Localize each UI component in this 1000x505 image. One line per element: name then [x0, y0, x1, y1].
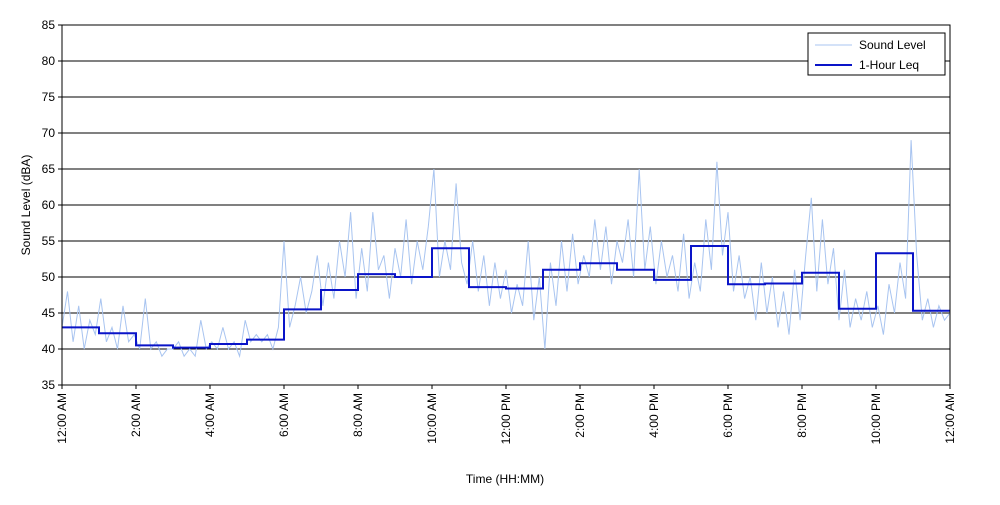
x-tick-label-0: 12:00 AM: [55, 393, 69, 444]
x-tick-label-11: 10:00 PM: [869, 393, 883, 444]
grid-lines: [62, 60, 950, 350]
x-tick-label-12: 12:00 AM: [943, 393, 957, 444]
x-tick-label-4: 8:00 AM: [351, 393, 365, 437]
y-tick-label-45: 45: [42, 306, 56, 320]
y-tick-label-50: 50: [42, 270, 56, 284]
y-tick-label-55: 55: [42, 234, 56, 248]
legend-label-1-hour-leq: 1-Hour Leq: [859, 58, 919, 72]
x-tick-label-10: 8:00 PM: [795, 393, 809, 438]
x-tick-label-8: 4:00 PM: [647, 393, 661, 438]
series-group: [61, 140, 951, 359]
x-tick-label-1: 2:00 AM: [129, 393, 143, 437]
x-tick-label-9: 6:00 PM: [721, 393, 735, 438]
x-tick-label-6: 12:00 PM: [499, 393, 513, 444]
y-tick-label-65: 65: [42, 162, 56, 176]
y-tick-label-70: 70: [42, 126, 56, 140]
x-tick-label-7: 2:00 PM: [573, 393, 587, 438]
x-tick-label-5: 10:00 AM: [425, 393, 439, 444]
y-axis-ticks: 35 40 45 50 55 60 65 70 75 80 85: [42, 18, 62, 392]
y-tick-label-60: 60: [42, 198, 56, 212]
y-tick-label-35: 35: [42, 378, 56, 392]
y-axis-label: Sound Level (dBA): [19, 155, 33, 256]
x-axis-label: Time (HH:MM): [466, 472, 544, 486]
plot-frame: [61, 24, 951, 386]
y-tick-label-85: 85: [42, 18, 56, 32]
y-tick-label-80: 80: [42, 54, 56, 68]
legend-label-sound-level: Sound Level: [859, 38, 926, 52]
y-tick-label-40: 40: [42, 342, 56, 356]
legend: Sound Level 1-Hour Leq: [807, 32, 946, 76]
x-tick-label-3: 6:00 AM: [277, 393, 291, 437]
y-tick-label-75: 75: [42, 90, 56, 104]
x-axis-ticks: 12:00 AM 2:00 AM 4:00 AM 6:00 AM 8:00 AM 10:0…: [55, 385, 957, 444]
legend-box: [807, 32, 946, 76]
x-tick-label-2: 4:00 AM: [203, 393, 217, 437]
series-line-1-hour-leq: [62, 245, 950, 349]
